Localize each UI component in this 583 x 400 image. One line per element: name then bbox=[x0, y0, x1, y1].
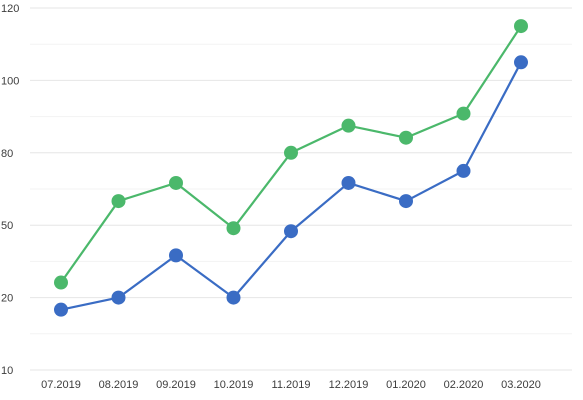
x-tick-label: 09.2019 bbox=[156, 379, 196, 391]
data-point[interactable] bbox=[514, 19, 528, 34]
series-line bbox=[60, 61, 522, 311]
x-tick-label: 07.2019 bbox=[41, 379, 81, 391]
data-point[interactable] bbox=[111, 290, 126, 305]
data-point[interactable] bbox=[226, 221, 241, 236]
y-tick-label: 80 bbox=[1, 148, 13, 160]
y-tick-label: 50 bbox=[1, 220, 13, 232]
y-tick-label: 100 bbox=[1, 75, 19, 87]
data-point[interactable] bbox=[169, 248, 183, 263]
y-tick-label: 10 bbox=[1, 365, 13, 377]
x-axis-ticks: 07.2019 08.2019 09.2019 10.2019 11.2019 12.20… bbox=[41, 379, 541, 391]
data-point[interactable] bbox=[54, 275, 68, 290]
data-point[interactable] bbox=[399, 194, 413, 209]
data-point[interactable] bbox=[456, 163, 471, 178]
data-point[interactable] bbox=[514, 55, 528, 70]
y-tick-label: 20 bbox=[1, 293, 13, 305]
series-layer bbox=[54, 19, 528, 317]
data-point[interactable] bbox=[111, 194, 126, 209]
x-tick-label: 01.2020 bbox=[386, 379, 426, 391]
data-point[interactable] bbox=[341, 118, 356, 133]
x-tick-label: 02.2020 bbox=[444, 379, 484, 391]
data-point[interactable] bbox=[456, 106, 471, 121]
y-axis-ticks: 10 20 50 80 100 120 bbox=[1, 3, 19, 377]
grid-layer bbox=[30, 7, 572, 371]
data-point[interactable] bbox=[54, 302, 68, 317]
data-point[interactable] bbox=[284, 224, 298, 239]
data-point[interactable] bbox=[169, 175, 183, 190]
data-point[interactable] bbox=[341, 175, 356, 190]
x-tick-label: 03.2020 bbox=[501, 379, 541, 391]
data-point[interactable] bbox=[284, 145, 298, 160]
x-tick-label: 08.2019 bbox=[99, 379, 139, 391]
series-1 bbox=[54, 55, 528, 317]
series-0 bbox=[54, 19, 528, 290]
data-point[interactable] bbox=[399, 130, 413, 145]
y-tick-label: 120 bbox=[1, 3, 19, 15]
x-tick-label: 10.2019 bbox=[214, 379, 254, 391]
x-tick-label: 11.2019 bbox=[272, 379, 311, 391]
data-point[interactable] bbox=[226, 290, 241, 305]
x-tick-label: 12.2019 bbox=[329, 379, 369, 391]
